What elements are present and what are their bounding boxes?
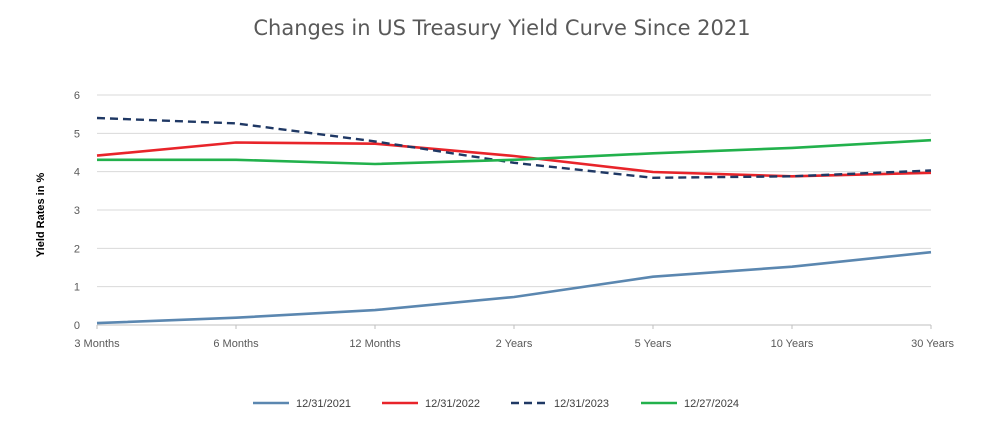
x-tick-label: 10 Years	[771, 338, 814, 350]
x-tick-label: 6 Months	[213, 338, 259, 350]
legend-label-12-31-2023: 12/31/2023	[554, 398, 609, 410]
legend: 12/31/2021 12/31/2022 12/31/2023 12/27/2024	[253, 398, 739, 410]
x-tick-label: 12 Months	[349, 338, 401, 350]
y-tick-label: 4	[74, 167, 80, 179]
gridlines	[97, 94, 931, 326]
legend-label-12-31-2022: 12/31/2022	[425, 398, 480, 410]
x-tick-label: 5 Years	[635, 338, 672, 350]
series-line-12-31-2021	[96, 250, 932, 325]
series-line-12-27-2024	[97, 138, 932, 166]
y-tick-label: 6	[74, 90, 80, 102]
series-line-12-31-2023	[96, 116, 932, 180]
legend-label-12-31-2021: 12/31/2021	[296, 398, 351, 410]
series-lines	[96, 116, 932, 325]
y-axis-ticks: 0 1 2 3 4 5 6	[74, 90, 80, 332]
x-tick-label: 3 Months	[74, 338, 120, 350]
legend-label-12-27-2024: 12/27/2024	[684, 398, 739, 410]
x-axis-ticks: 3 Months 6 Months 12 Months 2 Years 5 Years 1…	[74, 325, 954, 350]
y-axis-label: Yield Rates in %	[35, 172, 47, 257]
chart-title: Changes in US Treasury Yield Curve Since…	[253, 16, 750, 40]
y-tick-label: 0	[74, 320, 80, 332]
y-tick-label: 1	[74, 282, 80, 294]
series-line-12-31-2022	[96, 141, 932, 178]
y-tick-label: 5	[74, 128, 80, 140]
y-tick-label: 3	[74, 205, 80, 217]
x-tick-label: 2 Years	[496, 338, 533, 350]
y-tick-label: 2	[74, 243, 80, 255]
x-tick-label: 30 Years	[911, 338, 954, 350]
